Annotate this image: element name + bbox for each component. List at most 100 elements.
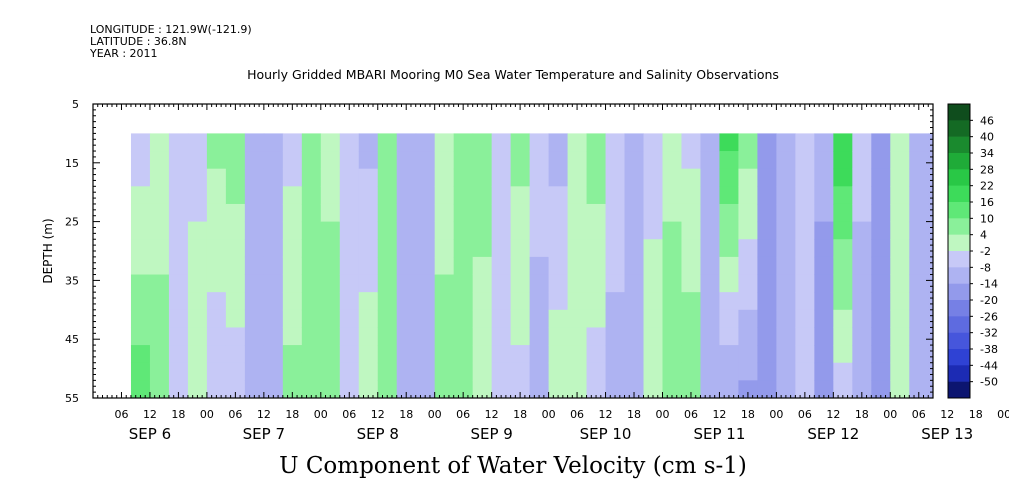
x-tick-label: 06 xyxy=(456,408,470,421)
heatmap-cell xyxy=(149,345,170,364)
heatmap-cell xyxy=(833,256,853,276)
heatmap-cell xyxy=(738,256,758,276)
heatmap-cell xyxy=(586,327,607,346)
x-tick-label: 00 xyxy=(200,408,214,421)
heatmap-cell xyxy=(871,380,891,399)
heatmap-column xyxy=(643,133,663,399)
x-day-label: SEP 11 xyxy=(693,425,745,443)
heatmap-cell xyxy=(624,380,645,399)
colorbar-label: -38 xyxy=(980,343,998,356)
x-tick-label: 06 xyxy=(570,408,584,421)
heatmap-cell xyxy=(890,362,910,381)
heatmap-cell xyxy=(206,274,227,293)
heatmap-cell xyxy=(833,168,853,187)
heatmap-cell xyxy=(244,151,265,170)
heatmap-cell xyxy=(624,345,645,364)
heatmap-cell xyxy=(434,151,455,170)
heatmap-cell xyxy=(263,186,284,205)
colorbar-swatch xyxy=(948,234,970,252)
heatmap-cell xyxy=(358,151,379,170)
heatmap-cell xyxy=(814,133,834,152)
heatmap-cell xyxy=(719,274,739,293)
heatmap-cell xyxy=(871,151,891,170)
heatmap-cell xyxy=(814,168,834,187)
heatmap-cell xyxy=(529,274,550,293)
heatmap-cell xyxy=(434,239,455,258)
heatmap-cell xyxy=(453,309,474,328)
heatmap-cell xyxy=(529,327,550,346)
heatmap-cell xyxy=(187,151,208,170)
heatmap-cell xyxy=(681,239,701,258)
heatmap-cell xyxy=(320,168,341,187)
heatmap-cell xyxy=(529,221,550,240)
heatmap-cell xyxy=(244,309,265,328)
heatmap-cell xyxy=(339,256,360,276)
heatmap-cell xyxy=(415,239,436,258)
heatmap-cell xyxy=(814,239,834,258)
heatmap-cell xyxy=(909,292,929,311)
heatmap-cell xyxy=(263,133,284,152)
heatmap-cell xyxy=(415,133,436,152)
heatmap-cell xyxy=(624,168,645,187)
heatmap-cell xyxy=(928,256,934,276)
heatmap-cell xyxy=(890,133,910,152)
heatmap-cell xyxy=(491,274,512,293)
heatmap-cell xyxy=(890,186,910,205)
heatmap-cell xyxy=(491,168,512,187)
heatmap-cell xyxy=(643,345,663,364)
heatmap-cell xyxy=(605,151,626,170)
heatmap-cell xyxy=(244,362,265,381)
colorbar-label: 34 xyxy=(980,147,994,160)
heatmap-cell xyxy=(510,380,531,399)
heatmap-cell xyxy=(909,186,929,205)
heatmap-column xyxy=(377,133,398,399)
heatmap-column xyxy=(700,133,720,399)
heatmap-cell xyxy=(871,239,891,258)
x-tick-label: 00 xyxy=(542,408,556,421)
heatmap-cell xyxy=(548,362,569,381)
heatmap-cell xyxy=(358,309,379,328)
heatmap-column xyxy=(415,133,436,399)
heatmap-cell xyxy=(415,327,436,346)
heatmap-cell xyxy=(776,256,796,276)
heatmap-cell xyxy=(681,168,701,187)
heatmap-cell xyxy=(852,380,872,399)
heatmap-column xyxy=(434,133,455,399)
heatmap-cell xyxy=(624,133,645,152)
heatmap-cell xyxy=(149,256,170,276)
heatmap-cell xyxy=(795,221,815,240)
x-tick-label: 00 xyxy=(655,408,669,421)
heatmap-cell xyxy=(833,203,853,223)
heatmap-cell xyxy=(510,292,531,311)
heatmap-cell xyxy=(795,186,815,205)
heatmap-cell xyxy=(586,151,607,170)
heatmap-cell xyxy=(130,345,151,364)
heatmap-cell xyxy=(757,151,777,170)
heatmap-cell xyxy=(301,221,322,240)
colorbar-label: 4 xyxy=(980,229,987,242)
heatmap-cell xyxy=(415,274,436,293)
heatmap-cell xyxy=(187,239,208,258)
heatmap-cell xyxy=(852,274,872,293)
heatmap-cell xyxy=(909,256,929,276)
heatmap-cell xyxy=(814,362,834,381)
heatmap-cell xyxy=(681,309,701,328)
heatmap-cell xyxy=(396,221,417,240)
heatmap-cell xyxy=(548,345,569,364)
heatmap-cell xyxy=(776,309,796,328)
heatmap-cell xyxy=(510,362,531,381)
heatmap-cell xyxy=(244,274,265,293)
heatmap-cell xyxy=(681,380,701,399)
heatmap-cell xyxy=(624,292,645,311)
heatmap-column xyxy=(130,133,151,399)
colorbar-label: 16 xyxy=(980,196,994,209)
heatmap-cell xyxy=(909,203,929,223)
heatmap-cell xyxy=(244,203,265,223)
heatmap-cell xyxy=(301,256,322,276)
heatmap-cell xyxy=(700,221,720,240)
heatmap-cell xyxy=(738,151,758,170)
heatmap-cell xyxy=(776,362,796,381)
heatmap-cell xyxy=(472,256,493,276)
heatmap-cell xyxy=(320,151,341,170)
heatmap-cell xyxy=(225,203,246,223)
